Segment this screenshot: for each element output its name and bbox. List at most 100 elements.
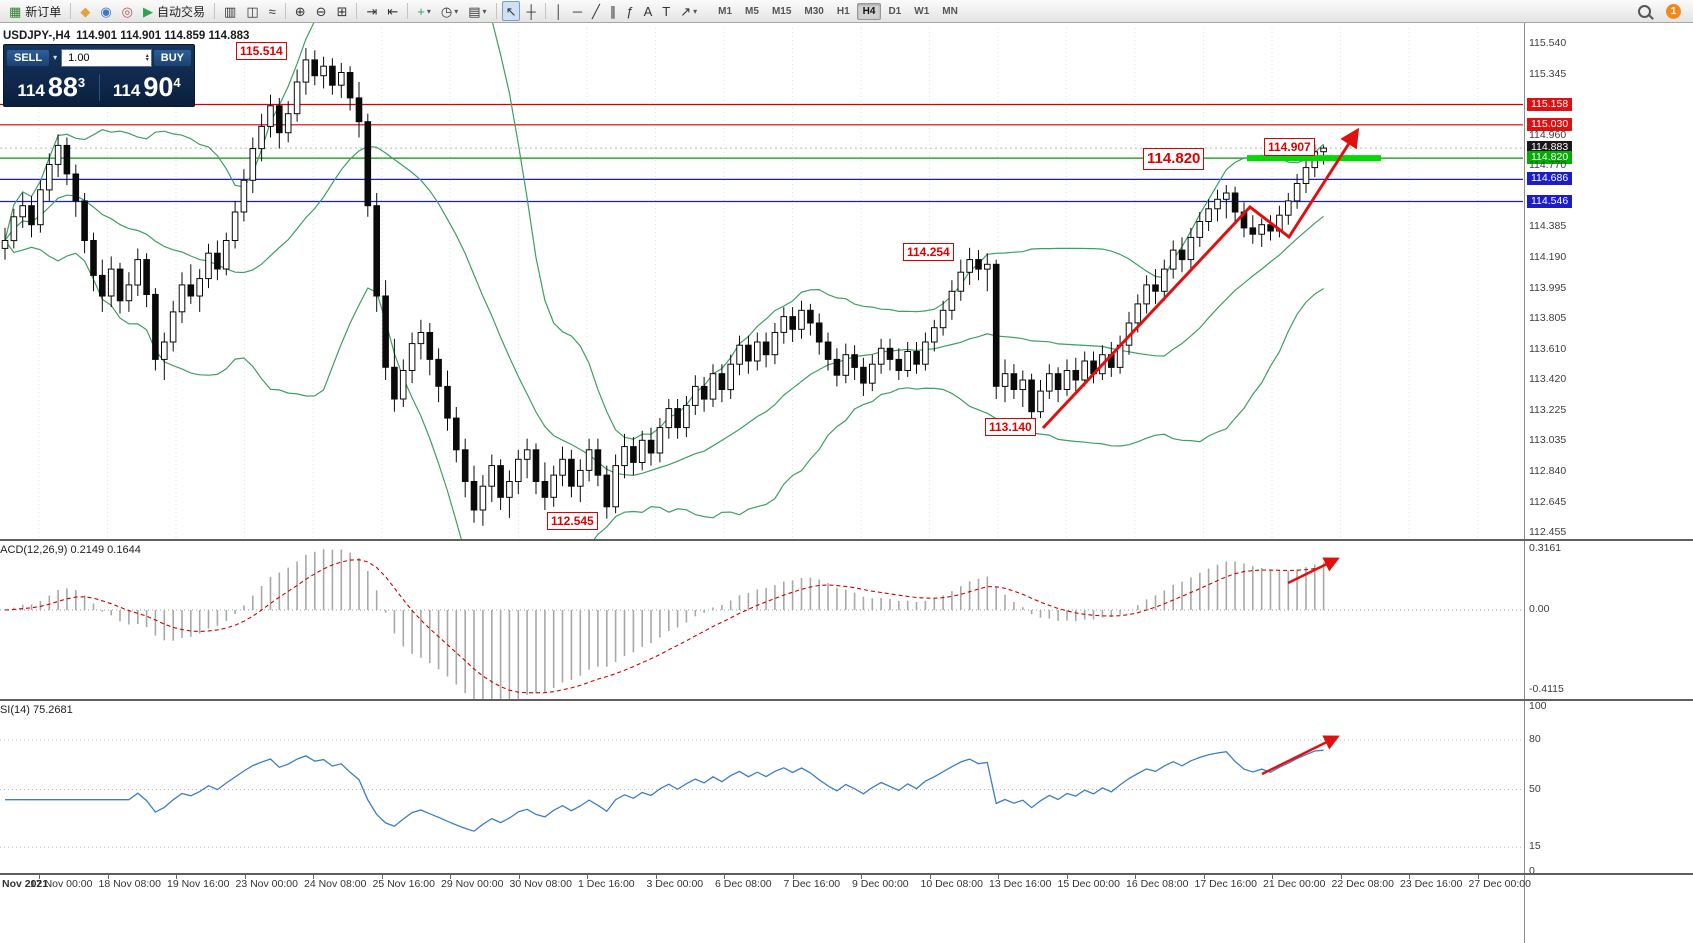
timeframe-m15[interactable]: M15 xyxy=(771,5,792,17)
chart-shift-button[interactable]: ⇤ xyxy=(383,1,402,21)
search-button[interactable] xyxy=(1634,1,1655,21)
time-tick xyxy=(1066,875,1068,879)
price-label-113.610: 113.610 xyxy=(1529,343,1567,355)
dropdown-arrow-icon[interactable]: ▾ xyxy=(454,6,459,16)
text-label-icon: T xyxy=(662,3,671,19)
time-label: 25 Nov 16:00 xyxy=(372,878,435,890)
macd-panel[interactable] xyxy=(0,541,1523,699)
toolbar-right: 1 xyxy=(1633,1,1689,21)
dropdown-arrow-icon[interactable]: ▾ xyxy=(693,6,698,16)
time-label: 15 Dec 00:00 xyxy=(1057,878,1120,890)
time-tick xyxy=(518,875,520,879)
price-axis[interactable]: 115.540 115.345 115.158 115.030 114.960 114.8… xyxy=(1524,0,1693,943)
trendline-icon: ╱ xyxy=(592,3,600,19)
trendline-button[interactable]: ╱ xyxy=(588,1,604,21)
volume-value: 1.00 xyxy=(68,51,90,64)
time-label: 10 Dec 08:00 xyxy=(920,878,983,890)
sell-price[interactable]: 114 88 3 xyxy=(17,71,86,102)
tile-windows-button[interactable]: ⊞ xyxy=(333,1,352,21)
crosshair-icon: ┼ xyxy=(526,3,536,19)
fibonacci-button[interactable]: ƒ xyxy=(622,1,637,21)
dropdown-arrow-icon[interactable]: ▾ xyxy=(482,6,487,16)
price-annotation[interactable]: 114.254 xyxy=(903,243,954,262)
vertical-line-button[interactable]: │ xyxy=(551,1,567,21)
timeframe-buttons: M1 M5 M15 M30 H1 H4 D1 W1 MN xyxy=(712,2,964,20)
time-label: 23 Nov 00:00 xyxy=(235,878,298,890)
auto-scroll-button[interactable]: ⇥ xyxy=(362,1,381,21)
text-button[interactable]: A xyxy=(640,1,657,21)
arrows-button[interactable]: ↗ ▾ xyxy=(676,1,701,21)
timeframe-m5[interactable]: M5 xyxy=(745,5,759,17)
price-annotation[interactable]: 114.820 xyxy=(1143,148,1205,171)
templates-icon: ▤ xyxy=(468,3,481,19)
timeframe-d1[interactable]: D1 xyxy=(888,5,902,17)
time-label: 7 Dec 16:00 xyxy=(783,878,841,890)
indicators-button[interactable]: + ▾ xyxy=(413,1,435,21)
rsi-panel[interactable] xyxy=(0,701,1523,873)
text-label-button[interactable]: T xyxy=(658,1,674,21)
timeframe-mn[interactable]: MN xyxy=(942,5,958,17)
price-annotation[interactable]: 115.514 xyxy=(236,42,287,61)
price-label-114.686[interactable]: 114.686 xyxy=(1527,172,1573,185)
community-button[interactable]: ◉ xyxy=(96,1,115,21)
panel-separator[interactable] xyxy=(0,539,1693,541)
price-label-112.455: 112.455 xyxy=(1529,526,1567,538)
cursor-button[interactable]: ↖ xyxy=(501,1,521,21)
toolbar-buttons: ▦ 新订单 ◆ ◉ ◎ ▶ 自动交易 ▥ ◫ ≈ ⊕ ⊖ ⊞ ⇥ ⇤ + ▾ ◷ ▾ ▤ ▾ ↖ ┼ │ ─ ╱ ∥ ƒ A T ↗ ▾ xyxy=(4,1,702,21)
spin-down-icon[interactable]: ▾ xyxy=(145,56,149,63)
timeframe-h1[interactable]: H1 xyxy=(836,5,850,17)
periods-button[interactable]: ◷ ▾ xyxy=(437,1,462,21)
candlestick-chart-button[interactable]: ◫ xyxy=(242,1,262,21)
price-label-115.158[interactable]: 115.158 xyxy=(1527,98,1573,111)
panel-separator[interactable] xyxy=(0,699,1693,701)
buy-price[interactable]: 114 90 4 xyxy=(98,73,195,101)
auto-scroll-icon: ⇥ xyxy=(366,3,378,19)
zoom-out-button[interactable]: ⊖ xyxy=(312,1,331,21)
zoom-in-button[interactable]: ⊕ xyxy=(291,1,310,21)
spin-up-icon[interactable]: ▴ xyxy=(145,52,149,59)
price-label-114.820[interactable]: 114.820 xyxy=(1527,151,1573,164)
time-label: 9 Dec 00:00 xyxy=(852,878,909,890)
crosshair-button[interactable]: ┼ xyxy=(522,1,539,21)
chart-canvas[interactable] xyxy=(0,22,1523,539)
time-tick xyxy=(1477,875,1479,879)
channel-icon: ∥ xyxy=(609,3,617,19)
dropdown-arrow-icon[interactable]: ▾ xyxy=(426,6,431,16)
price-label-114.190: 114.190 xyxy=(1529,251,1567,263)
price-annotation[interactable]: 112.545 xyxy=(547,512,598,531)
price-label-115.030[interactable]: 115.030 xyxy=(1527,118,1573,131)
timeframe-m30[interactable]: M30 xyxy=(804,5,824,17)
templates-button[interactable]: ▤ ▾ xyxy=(464,1,490,21)
price-annotation[interactable]: 113.140 xyxy=(985,418,1036,437)
price-annotation[interactable]: 114.907 xyxy=(1264,138,1315,157)
price-label-112.645: 112.645 xyxy=(1529,496,1567,508)
volume-spinner[interactable]: ▴ ▾ xyxy=(145,52,149,63)
toolbar-separator xyxy=(284,3,286,19)
one-click-trading-panel: SELL ▾ 1.00 ▴ ▾ BUY 114 88 3 114 90 4 xyxy=(3,44,195,107)
horizontal-line-button[interactable]: ─ xyxy=(569,1,586,21)
order-type-dropdown-icon[interactable]: ▾ xyxy=(53,53,58,62)
volume-input[interactable]: 1.00 ▴ ▾ xyxy=(61,48,152,67)
arrows-icon: ↗ xyxy=(680,3,692,19)
bar-chart-button[interactable]: ▥ xyxy=(220,1,240,21)
new-order-button[interactable]: ▦ 新订单 xyxy=(5,1,65,21)
timeframe-m1[interactable]: M1 xyxy=(718,5,733,17)
timeframe-w1[interactable]: W1 xyxy=(914,5,930,17)
channel-button[interactable]: ∥ xyxy=(606,1,621,21)
sell-button[interactable]: SELL xyxy=(7,49,50,66)
wizard-button[interactable]: ◆ xyxy=(76,1,94,21)
time-label: 24 Nov 08:00 xyxy=(304,878,367,890)
price-label-114.546[interactable]: 114.546 xyxy=(1527,195,1573,208)
time-axis[interactable]: Nov 2021 17 Nov 00:00 18 Nov 08:00 19 Nov 1… xyxy=(0,875,1531,901)
price-label-115.540: 115.540 xyxy=(1529,37,1567,49)
timeframe-h4[interactable]: H4 xyxy=(856,2,882,20)
time-label: 30 Nov 08:00 xyxy=(509,878,572,890)
notification-badge[interactable]: 1 xyxy=(1666,3,1681,19)
price-label-114.883[interactable]: 114.883 xyxy=(1527,141,1573,154)
time-tick xyxy=(39,875,40,879)
help-button[interactable]: ◎ xyxy=(118,1,137,21)
buy-button[interactable]: BUY xyxy=(153,49,191,66)
line-chart-button[interactable]: ≈ xyxy=(265,1,280,21)
new-order-button-label: 新订单 xyxy=(25,4,62,19)
autotrading-button[interactable]: ▶ 自动交易 xyxy=(139,1,209,21)
